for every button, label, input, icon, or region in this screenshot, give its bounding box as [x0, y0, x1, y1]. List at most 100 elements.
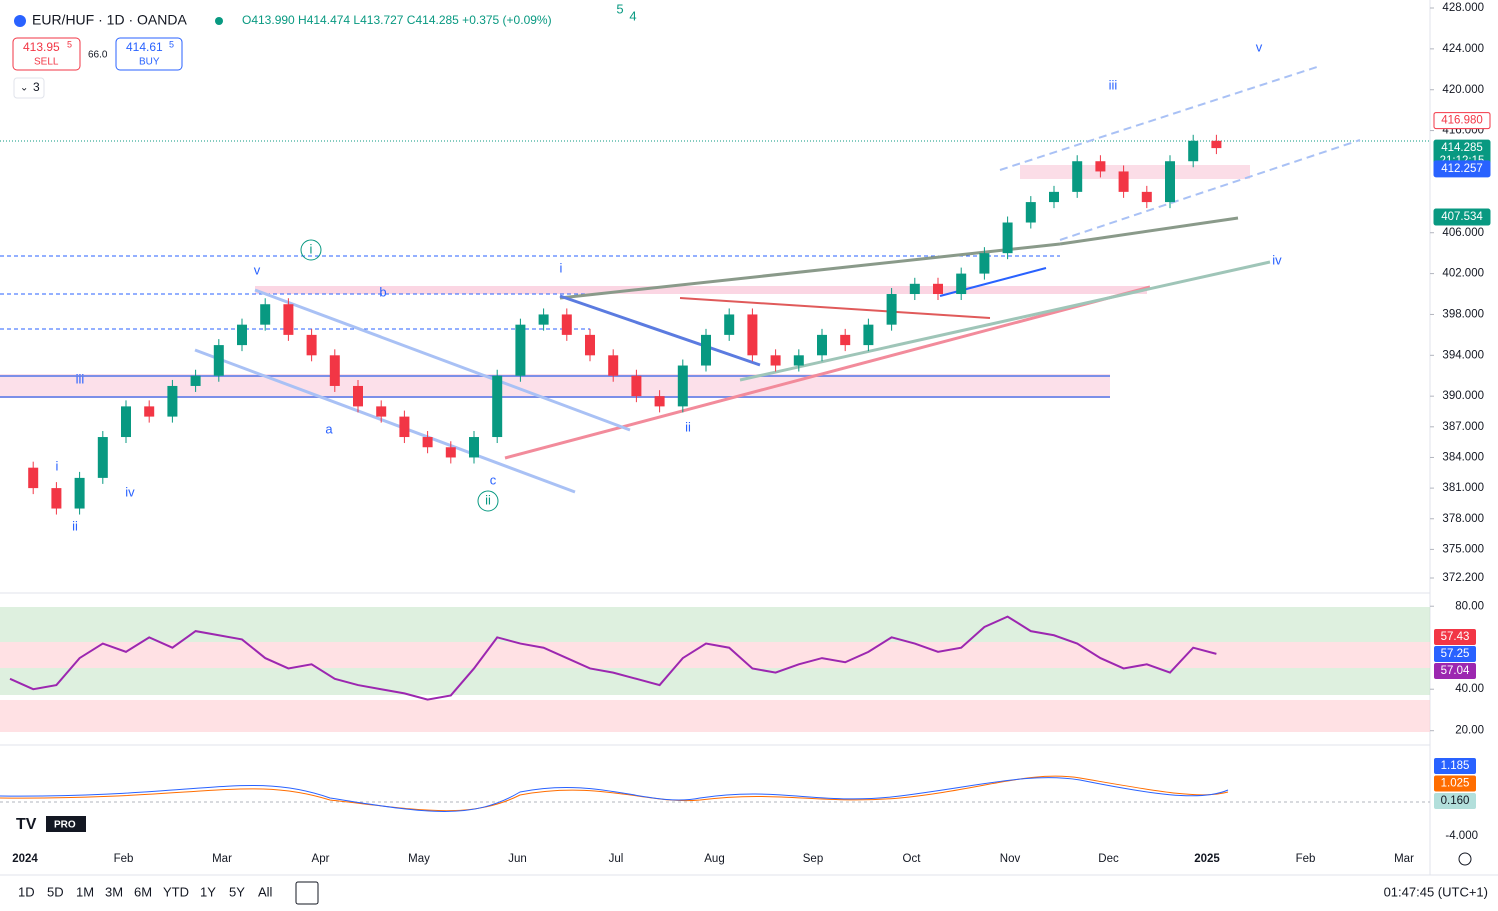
chevron: ⌄ — [20, 83, 28, 94]
x-tick-label: Dec — [1098, 853, 1119, 865]
rsi-badge — [1434, 646, 1476, 662]
candle — [97, 437, 108, 478]
logo: PRO — [54, 820, 76, 831]
range-button[interactable]: 5D — [47, 884, 64, 899]
x-tick-label: Jun — [508, 853, 527, 865]
candle — [840, 334, 851, 346]
buy-label: BUY — [139, 57, 160, 68]
range-button[interactable]: 1Y — [200, 884, 216, 899]
wave-label: iv — [125, 484, 135, 499]
trendline — [559, 242, 1061, 300]
candle — [1211, 140, 1222, 149]
buy-button[interactable] — [115, 37, 183, 71]
range-button[interactable]: All — [258, 884, 273, 899]
clock: 01:47:45 (UTC+1) — [1384, 884, 1488, 899]
rsi-badge — [1434, 629, 1476, 645]
rsi-zone — [0, 700, 1430, 732]
candle — [863, 324, 874, 346]
candle — [561, 314, 572, 335]
rsi-line — [9, 615, 1217, 701]
zone — [1020, 165, 1250, 179]
y-tick-label: 420.000 — [1442, 84, 1484, 96]
x-tick-label: Apr — [312, 853, 330, 865]
candle — [1002, 222, 1013, 254]
y-tick-label: 381.000 — [1442, 482, 1484, 494]
candle — [1025, 202, 1036, 223]
wave-label: i — [56, 458, 59, 473]
candle — [422, 437, 433, 448]
range-button[interactable]: 1M — [76, 884, 94, 899]
price-badge-label: 416.980 — [1441, 115, 1483, 127]
candle — [1049, 191, 1059, 203]
candle — [770, 355, 781, 366]
macd-badge-label: 0.160 — [1441, 795, 1470, 807]
candle — [353, 385, 363, 407]
wave-label: iii — [76, 371, 85, 386]
rsi-tick-label: 40.00 — [1455, 683, 1484, 695]
x-tick-label: May — [408, 853, 430, 865]
candle — [445, 447, 456, 458]
candle — [631, 375, 642, 397]
price-badge-label: 412.257 — [1441, 163, 1483, 175]
macd-badge — [1434, 758, 1476, 774]
zone — [0, 374, 1110, 398]
candle — [237, 324, 247, 346]
wave-label: i — [310, 241, 313, 256]
candle — [585, 334, 595, 356]
indicator-count: 3 — [33, 80, 40, 94]
candle — [121, 406, 131, 438]
indicator-toggle[interactable] — [13, 77, 45, 99]
price-badge — [1433, 208, 1491, 226]
candle — [1072, 161, 1083, 192]
candle — [51, 488, 62, 509]
wave-circle — [477, 490, 499, 512]
wave-label: v — [1256, 39, 1263, 54]
candle — [1095, 161, 1106, 172]
y-tick-label: 394.000 — [1442, 349, 1484, 361]
settings-icon[interactable] — [1458, 852, 1472, 866]
candle — [213, 345, 224, 376]
y-tick-label: 398.000 — [1442, 308, 1484, 320]
trendline — [559, 294, 761, 367]
y-tick-label: 372.200 — [1442, 572, 1484, 584]
y-tick-label: 387.000 — [1442, 421, 1484, 433]
candle — [747, 314, 758, 356]
range-button[interactable]: YTD — [163, 884, 189, 899]
sell-button[interactable] — [12, 37, 81, 71]
date-range-button[interactable] — [295, 881, 319, 905]
y-tick-label: 406.000 — [1442, 227, 1484, 239]
macd-badge — [1434, 793, 1476, 809]
sell-label: SELL — [34, 57, 59, 68]
candle — [260, 304, 271, 325]
range-button[interactable]: 1D — [18, 884, 35, 899]
x-tick-label: 2024 — [12, 853, 38, 865]
range-button[interactable]: 3M — [105, 884, 123, 899]
wave-label: c — [490, 472, 497, 487]
channel — [1059, 139, 1361, 241]
range-button[interactable]: 5Y — [229, 884, 245, 899]
wave-label: i — [560, 260, 563, 275]
symbol[interactable]: EUR/HUF · 1D · OANDA — [32, 12, 187, 28]
candle — [608, 355, 619, 376]
range-button[interactable]: 6M — [134, 884, 152, 899]
price-badge-label: 414.285 — [1441, 142, 1483, 154]
trendline — [254, 288, 631, 432]
x-tick-label: Nov — [1000, 853, 1021, 865]
wave-circle — [300, 239, 322, 261]
candle — [492, 375, 503, 438]
candle — [886, 294, 897, 325]
candle — [701, 334, 711, 366]
rsi-badge-label: 57.43 — [1441, 631, 1470, 643]
candle — [329, 355, 340, 386]
rsi-tick-label: 80.00 — [1455, 600, 1484, 612]
trendline — [739, 260, 1271, 382]
macd-badge-label: 1.185 — [1441, 760, 1470, 772]
ohlc: O413.990 H414.474 L413.727 C414.285 +0.3… — [242, 13, 552, 27]
candle — [515, 324, 526, 376]
x-tick-label: Sep — [803, 853, 823, 865]
wave-label: ii — [685, 419, 691, 434]
candle — [144, 406, 155, 417]
macd-badge — [1434, 775, 1476, 792]
